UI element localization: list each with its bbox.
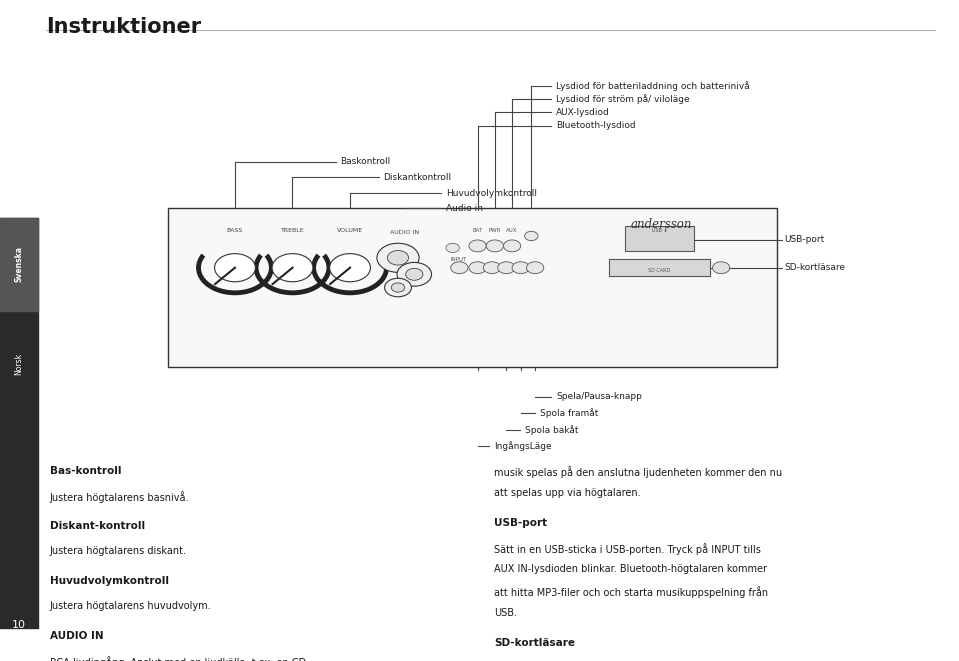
Bar xyxy=(625,226,694,251)
Text: Lysdiod för ström på/ viloläge: Lysdiod för ström på/ viloläge xyxy=(556,95,690,104)
Circle shape xyxy=(486,240,503,252)
Text: SD CARD: SD CARD xyxy=(647,268,670,273)
Text: BAT: BAT xyxy=(473,227,482,233)
Text: USB-port: USB-port xyxy=(784,235,825,245)
Circle shape xyxy=(512,262,529,274)
Text: Huvudvolymkontroll: Huvudvolymkontroll xyxy=(50,576,169,586)
Circle shape xyxy=(483,262,501,274)
Text: BASS: BASS xyxy=(227,227,243,233)
Circle shape xyxy=(385,278,411,297)
Text: andersson: andersson xyxy=(631,218,692,231)
Text: TREBLE: TREBLE xyxy=(281,227,304,233)
Circle shape xyxy=(387,251,409,265)
Text: Spola framåt: Spola framåt xyxy=(540,408,598,418)
Text: Lysdiod för batteriladdning och batterinivå: Lysdiod för batteriladdning och batterin… xyxy=(556,81,750,91)
Text: AUX-lysdiod: AUX-lysdiod xyxy=(556,108,610,117)
Text: Norsk: Norsk xyxy=(14,352,24,375)
Text: AUX: AUX xyxy=(506,227,518,233)
Text: VOLUME: VOLUME xyxy=(337,227,363,233)
Circle shape xyxy=(446,243,459,253)
Text: Diskantkontroll: Diskantkontroll xyxy=(384,173,452,182)
Circle shape xyxy=(526,262,544,274)
Text: Audio in: Audio in xyxy=(446,204,483,213)
Circle shape xyxy=(377,243,419,272)
Circle shape xyxy=(215,254,255,282)
Text: English: English xyxy=(14,132,24,159)
Bar xyxy=(0,218,38,628)
Text: Svenska: Svenska xyxy=(14,247,24,282)
Text: musik spelas på den anslutna ljudenheten kommer den nu: musik spelas på den anslutna ljudenheten… xyxy=(494,466,782,478)
Circle shape xyxy=(713,262,730,274)
Text: Instruktioner: Instruktioner xyxy=(46,17,201,36)
Text: USB.: USB. xyxy=(494,608,517,618)
Text: Sätt in en USB-sticka i USB-porten. Tryck på INPUT tills: Sätt in en USB-sticka i USB-porten. Tryc… xyxy=(494,543,760,555)
Text: AUDIO IN: AUDIO IN xyxy=(50,631,104,641)
Bar xyxy=(0,218,38,311)
Text: USB ⬇: USB ⬇ xyxy=(652,228,667,233)
Text: INPUT: INPUT xyxy=(451,257,467,262)
Text: att spelas upp via högtalaren.: att spelas upp via högtalaren. xyxy=(494,488,641,498)
Circle shape xyxy=(498,262,515,274)
Text: Baskontroll: Baskontroll xyxy=(340,157,390,167)
Circle shape xyxy=(272,254,313,282)
Circle shape xyxy=(330,254,370,282)
Text: SD-kortläsare: SD-kortläsare xyxy=(784,263,846,272)
Text: Justera högtalarens huvudvolym.: Justera högtalarens huvudvolym. xyxy=(50,601,212,611)
Text: SD-kortläsare: SD-kortläsare xyxy=(494,638,574,648)
Text: Huvudvolymkontroll: Huvudvolymkontroll xyxy=(446,188,537,198)
Circle shape xyxy=(525,231,538,241)
Circle shape xyxy=(469,240,486,252)
Text: 10: 10 xyxy=(12,619,26,630)
Circle shape xyxy=(451,262,468,274)
Text: RCA-ljudingång. Anslut med en ljudkälla, t.ex. en CD-: RCA-ljudingång. Anslut med en ljudkälla,… xyxy=(50,656,310,661)
Bar xyxy=(609,259,710,276)
Bar xyxy=(168,208,777,367)
Text: Justera högtalarens basnivå.: Justera högtalarens basnivå. xyxy=(50,491,189,503)
Text: Spela/Pausa-knapp: Spela/Pausa-knapp xyxy=(556,392,643,401)
Text: AUDIO IN: AUDIO IN xyxy=(390,229,419,235)
Text: AUX IN-lysdioden blinkar. Bluetooth-högtalaren kommer: AUX IN-lysdioden blinkar. Bluetooth-högt… xyxy=(494,564,767,574)
Circle shape xyxy=(397,262,432,286)
Circle shape xyxy=(406,268,423,280)
Circle shape xyxy=(469,262,486,274)
Text: PWR: PWR xyxy=(488,227,502,233)
Text: Bas-kontroll: Bas-kontroll xyxy=(50,466,122,476)
Text: Diskant-kontroll: Diskant-kontroll xyxy=(50,521,145,531)
Circle shape xyxy=(391,283,405,292)
Text: Bluetooth-lysdiod: Bluetooth-lysdiod xyxy=(556,121,636,130)
Text: Spola bakåt: Spola bakåt xyxy=(525,425,578,434)
Text: att hitta MP3-filer och och starta musikuppspelning från: att hitta MP3-filer och och starta musik… xyxy=(494,586,768,598)
Circle shape xyxy=(503,240,521,252)
Text: Justera högtalarens diskant.: Justera högtalarens diskant. xyxy=(50,546,187,556)
Text: IngångsLäge: IngångsLäge xyxy=(494,442,551,451)
Text: USB-port: USB-port xyxy=(494,518,547,527)
